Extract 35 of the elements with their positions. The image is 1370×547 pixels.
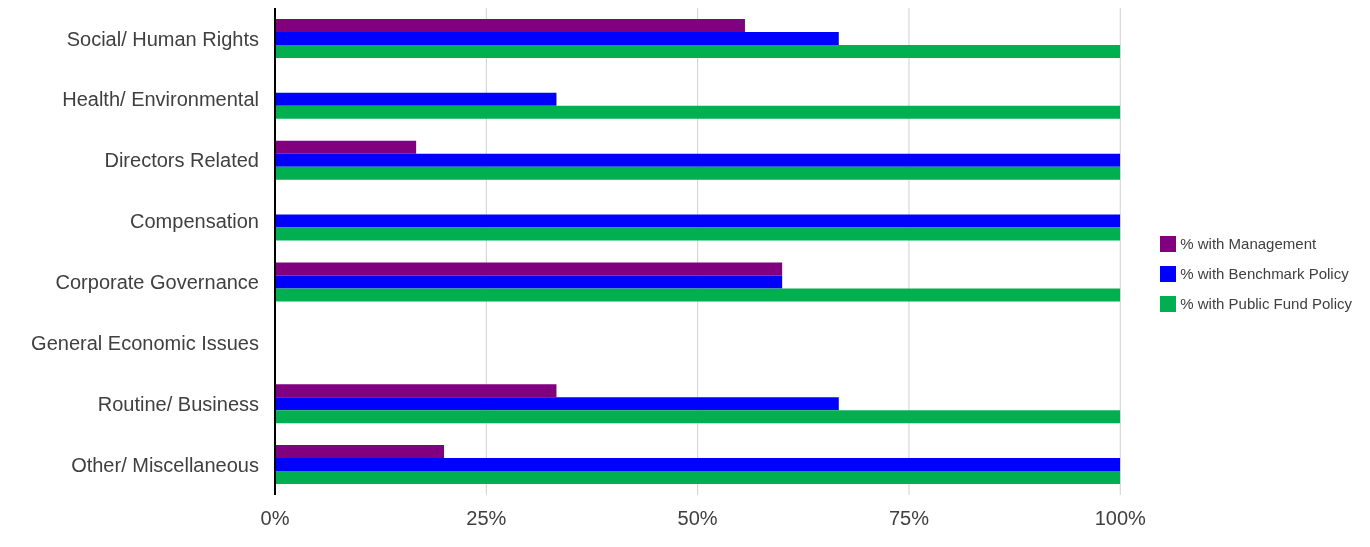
bar (275, 275, 783, 289)
legend-label: % with Public Fund Policy (1180, 294, 1352, 312)
x-tick-label: 50% (677, 507, 718, 530)
bar (275, 44, 1121, 58)
x-tick-label: 100% (1094, 507, 1147, 530)
bar (275, 458, 1121, 472)
y-tick-label: General Economic Issues (31, 331, 259, 354)
bar (275, 384, 557, 398)
y-tick-label: Directors Related (104, 149, 259, 172)
bar (275, 140, 417, 154)
x-tick-label: 75% (888, 507, 930, 530)
y-tick-label: Routine/ Business (97, 392, 259, 415)
x-tick-label: 0% (260, 507, 290, 530)
bar (275, 397, 839, 411)
bar (275, 31, 839, 45)
y-tick-label: Social/ Human Rights (66, 27, 259, 50)
bar (275, 410, 1121, 424)
bar (275, 445, 445, 459)
legend-label: % with Benchmark Policy (1180, 264, 1349, 282)
bar (275, 214, 1121, 228)
y-tick-label: Compensation (130, 210, 259, 233)
bar (275, 92, 557, 106)
y-tick-label: Corporate Governance (55, 271, 259, 294)
bar (275, 471, 1121, 485)
y-tick-label: Other/ Miscellaneous (71, 453, 259, 476)
bar (275, 153, 1121, 167)
bar (275, 227, 1121, 241)
bar (275, 166, 1121, 180)
bar (275, 262, 783, 276)
bar (275, 18, 745, 32)
bar (275, 288, 1121, 302)
legend-label: % with Management (1180, 234, 1317, 252)
bar (275, 105, 1121, 119)
x-tick-label: 25% (466, 507, 507, 530)
y-tick-label: Health/ Environmental (62, 88, 259, 111)
